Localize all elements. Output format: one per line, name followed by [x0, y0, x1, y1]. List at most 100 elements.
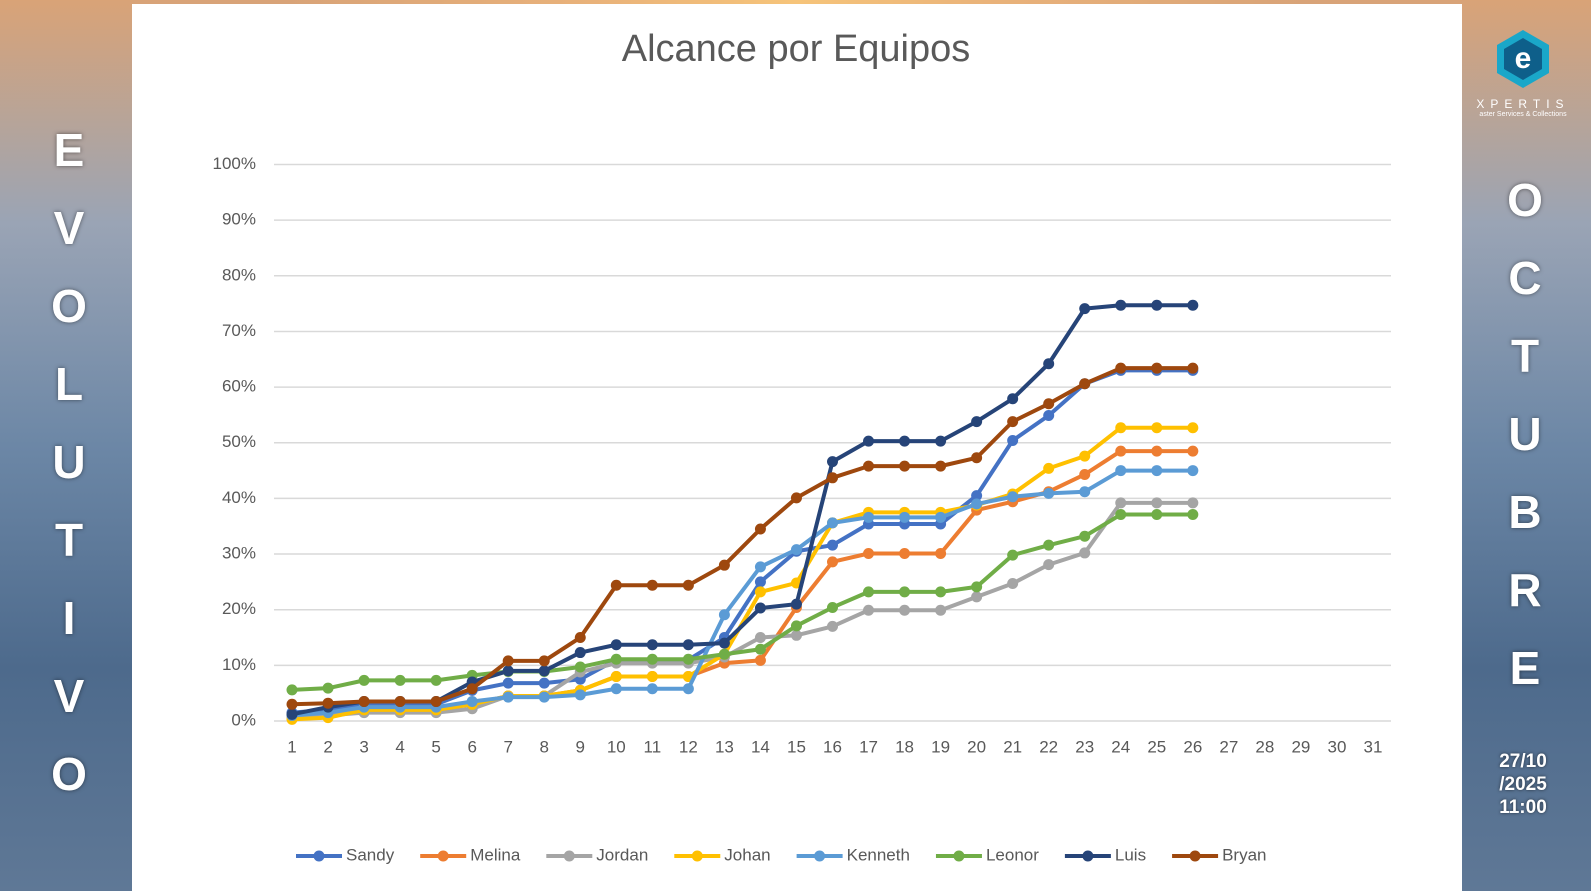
data-point [790, 544, 802, 556]
logo-tagline: aster Services & Collections [1479, 111, 1567, 118]
data-point [574, 661, 586, 673]
data-point [1115, 497, 1127, 509]
data-point [1151, 362, 1163, 374]
data-point [863, 511, 875, 523]
data-point [754, 654, 766, 666]
data-point [1007, 435, 1019, 447]
legend-label: Luis [1115, 845, 1146, 864]
data-point [1187, 509, 1199, 521]
data-point [971, 498, 983, 510]
data-point [1115, 465, 1127, 477]
legend-marker [313, 850, 325, 862]
legend-marker [814, 850, 826, 862]
data-point [538, 665, 550, 677]
series-line [291, 366, 1193, 707]
x-tick-label: 13 [715, 737, 734, 756]
data-point [646, 639, 658, 651]
data-point [827, 620, 838, 632]
data-point [394, 696, 406, 708]
data-point [322, 697, 334, 709]
data-point [1115, 445, 1127, 457]
series-line [291, 468, 1193, 718]
chart-panel [132, 4, 1462, 891]
data-point [1043, 487, 1055, 499]
data-point [935, 604, 947, 616]
data-point [430, 674, 442, 686]
x-tick-label: 5 [431, 737, 440, 756]
date-line: /2025 [1499, 774, 1547, 795]
x-tick-label: 8 [540, 737, 549, 756]
legend-item: Leonor [935, 845, 1039, 864]
chart-title: Alcance por Equipos [622, 28, 971, 70]
data-point [502, 691, 514, 703]
data-point [863, 604, 875, 616]
data-point [1187, 445, 1199, 457]
data-point [718, 637, 730, 649]
data-point [610, 653, 622, 665]
data-point [718, 559, 730, 571]
x-tick-label: 11 [644, 737, 662, 756]
y-tick-label: 80% [222, 265, 256, 284]
x-tick-label: 27 [1219, 737, 1238, 756]
data-point [935, 511, 947, 523]
data-point [899, 511, 911, 523]
data-point [610, 639, 622, 651]
legend-label: Melina [470, 845, 521, 864]
legend-label: Jordan [596, 845, 648, 864]
data-point [935, 460, 947, 472]
y-tick-label: 100% [213, 154, 256, 173]
legend-marker [691, 850, 703, 862]
x-tick-label: 18 [895, 737, 914, 756]
x-tick-label: 21 [1003, 737, 1022, 756]
logo: e XPERTIS aster Services & Collections [1455, 28, 1591, 118]
x-tick-label: 7 [503, 737, 512, 756]
legend-item: Kenneth [796, 845, 910, 864]
series-line [291, 512, 1193, 692]
x-tick-label: 6 [467, 737, 476, 756]
logo-name: XPERTIS [1476, 97, 1570, 111]
data-point [1079, 378, 1091, 390]
data-point [358, 696, 370, 708]
data-point [610, 670, 622, 682]
data-point [358, 674, 370, 686]
legend-label: Kenneth [847, 845, 910, 864]
legend-marker [437, 850, 449, 862]
data-point [286, 684, 298, 696]
data-point [754, 586, 766, 598]
data-point [322, 682, 334, 694]
data-point [646, 670, 658, 682]
data-point [1007, 393, 1019, 405]
data-point [935, 435, 947, 447]
data-point [790, 629, 802, 641]
data-point [502, 677, 514, 689]
data-point [1079, 530, 1091, 542]
data-point [1043, 409, 1055, 421]
legend-item: Melina [420, 845, 521, 864]
data-point [646, 683, 658, 695]
x-tick-label: 30 [1327, 737, 1346, 756]
data-point [827, 601, 838, 613]
x-tick-label: 20 [967, 737, 986, 756]
legend-marker [953, 850, 965, 862]
x-tick-label: 9 [576, 737, 585, 756]
date: 27/10 /2025 11:00 [1483, 750, 1563, 819]
data-point [754, 643, 766, 655]
data-point [1043, 462, 1055, 474]
data-point [790, 492, 802, 504]
svg-text:e: e [1515, 42, 1532, 75]
data-point [827, 556, 838, 568]
data-point [1079, 303, 1091, 315]
legend-item: Johan [674, 845, 771, 864]
data-point [1079, 547, 1091, 559]
x-tick-label: 12 [679, 737, 698, 756]
x-tick-label: 19 [931, 737, 950, 756]
legend-item: Jordan [546, 845, 648, 864]
data-point [718, 648, 730, 660]
data-point [1115, 362, 1127, 374]
data-point [1043, 358, 1055, 370]
data-point [971, 452, 983, 464]
data-point [394, 674, 406, 686]
data-point [610, 579, 622, 591]
x-tick-label: 15 [787, 737, 806, 756]
